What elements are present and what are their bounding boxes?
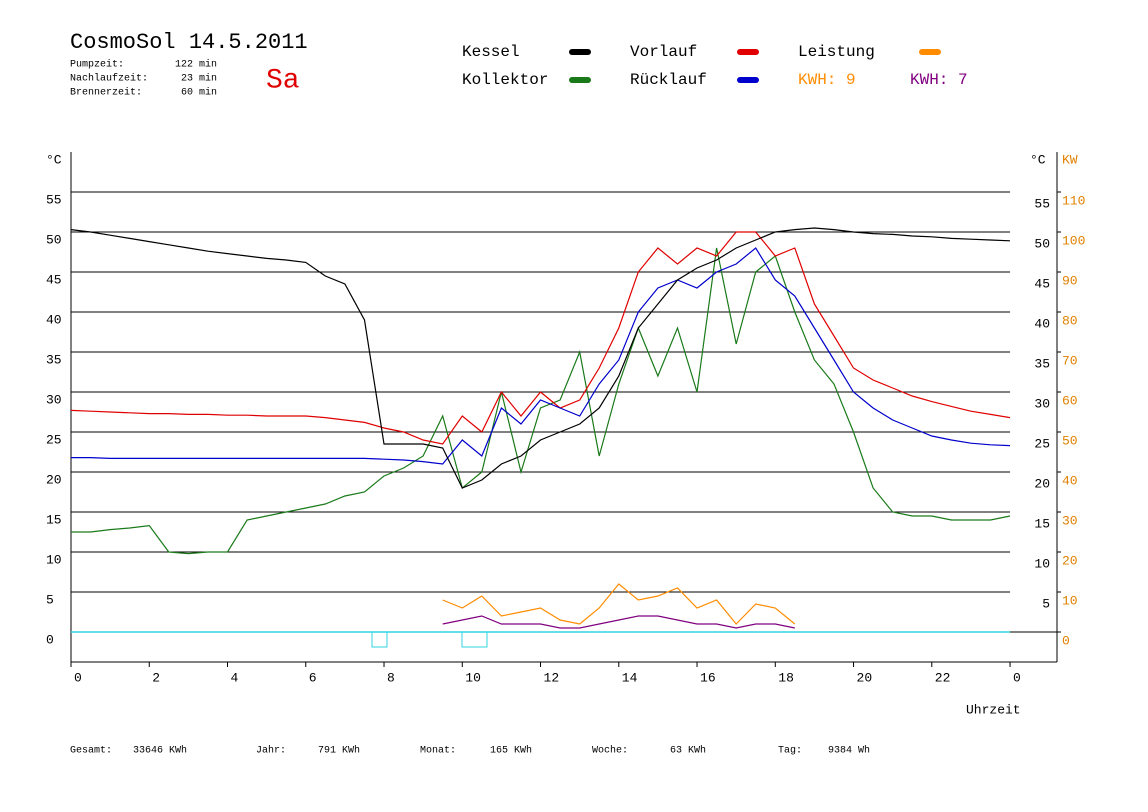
x-tick-label: 2 (152, 670, 160, 685)
y-tick-label-right: 10 (1034, 556, 1050, 571)
y2-tick-label: 30 (1062, 513, 1078, 528)
x-axis-label: Uhrzeit (966, 702, 1021, 717)
footer-label: Tag: (778, 746, 802, 757)
x-tick-label: 6 (309, 670, 317, 685)
y2-tick-label: 70 (1062, 353, 1078, 368)
energy-label: KWH: 9 (798, 71, 856, 89)
stat-label: Nachlaufzeit: (70, 73, 148, 85)
pump-box (461, 631, 488, 648)
y2-tick-label: 60 (1062, 393, 1078, 408)
x-tick-label: 0 (74, 670, 82, 685)
series-line (70, 231, 1011, 445)
pump-box (371, 631, 388, 648)
y-tick-label-right: 50 (1034, 236, 1050, 251)
y-tick-label: 0 (46, 632, 54, 647)
y-axis-label-right: °C (1030, 152, 1046, 167)
y-tick-label: 35 (46, 352, 62, 367)
legend-label: Kessel (462, 43, 520, 61)
x-tick-label: 14 (622, 670, 638, 685)
y-tick-label-right: 15 (1034, 516, 1050, 531)
y2-tick-label: 80 (1062, 313, 1078, 328)
footer-value: 165 KWh (490, 745, 532, 757)
y-tick-label-right: 30 (1034, 396, 1050, 411)
series-line (442, 583, 796, 625)
y-tick-label: 50 (46, 232, 62, 247)
stat-label: Brennerzeit: (70, 87, 142, 99)
y-tick-label: 10 (46, 552, 62, 567)
y2-tick-label: 0 (1062, 633, 1070, 648)
y2-tick-label: 10 (1062, 593, 1078, 608)
y-tick-label: 25 (46, 432, 62, 447)
y2-tick-label: 40 (1062, 473, 1078, 488)
y-tick-label-right: 5 (1042, 596, 1050, 611)
stat-value: 122 min (175, 59, 217, 71)
footer-label: Jahr: (256, 745, 286, 757)
title: CosmoSol 14.5.2011 (70, 30, 308, 55)
y-tick-label-right: 55 (1034, 196, 1050, 211)
y-tick-label: 30 (46, 392, 62, 407)
y-tick-label: 20 (46, 472, 62, 487)
y-tick-label-right: 35 (1034, 356, 1050, 371)
x-tick-label: 0 (1013, 670, 1021, 685)
footer-value: 791 KWh (318, 745, 360, 757)
series-line (442, 615, 795, 629)
y-tick-label: 40 (46, 312, 62, 327)
legend-label: Rücklauf (630, 71, 707, 89)
x-tick-label: 12 (544, 670, 560, 685)
footer-value: 33646 KWh (133, 745, 187, 757)
x-tick-label: 8 (387, 670, 395, 685)
y-tick-label: 55 (46, 192, 62, 207)
y-tick-label-right: 25 (1034, 436, 1050, 451)
legend-label: Vorlauf (630, 43, 697, 61)
legend-label: Leistung (798, 43, 875, 61)
y-tick-label: 45 (46, 272, 62, 287)
x-tick-label: 4 (231, 670, 239, 685)
y2-tick-label: 90 (1062, 273, 1078, 288)
footer-label: Woche: (592, 745, 628, 757)
stat-value: 23 min (181, 73, 217, 85)
footer-label: Gesamt: (70, 746, 112, 757)
y-axis-label: °C (46, 152, 62, 167)
x-tick-label: 22 (935, 670, 951, 685)
x-tick-label: 10 (465, 670, 481, 685)
series-line (71, 247, 1011, 465)
legend-label: Kollektor (462, 71, 548, 89)
footer-label: Monat: (420, 746, 456, 757)
y2-tick-label: 110 (1062, 193, 1085, 208)
stat-value: 60 min (181, 87, 217, 99)
y-tick-label-right: 40 (1034, 316, 1050, 331)
stat-label: Pumpzeit: (70, 59, 124, 71)
pump-status (71, 631, 1010, 648)
y2-axis-label: KW (1062, 152, 1078, 167)
x-tick-label: 16 (700, 670, 716, 685)
footer-value: 9384 Wh (828, 745, 870, 757)
x-tick-label: 18 (778, 670, 794, 685)
legend-label: KWH: 7 (910, 71, 968, 89)
y-tick-label-right: 45 (1034, 276, 1050, 291)
y2-tick-label: 100 (1062, 233, 1085, 248)
y2-tick-label: 20 (1062, 553, 1078, 568)
series-line (71, 247, 1011, 555)
y-tick-label: 15 (46, 512, 62, 527)
y-tick-label-right: 20 (1034, 476, 1050, 491)
x-tick-label: 20 (857, 670, 873, 685)
footer-value: 63 KWh (670, 745, 706, 757)
y-tick-label: 5 (46, 592, 54, 607)
y2-tick-label: 50 (1062, 433, 1078, 448)
weekday: Sa (266, 65, 300, 96)
series-line (70, 227, 1011, 489)
